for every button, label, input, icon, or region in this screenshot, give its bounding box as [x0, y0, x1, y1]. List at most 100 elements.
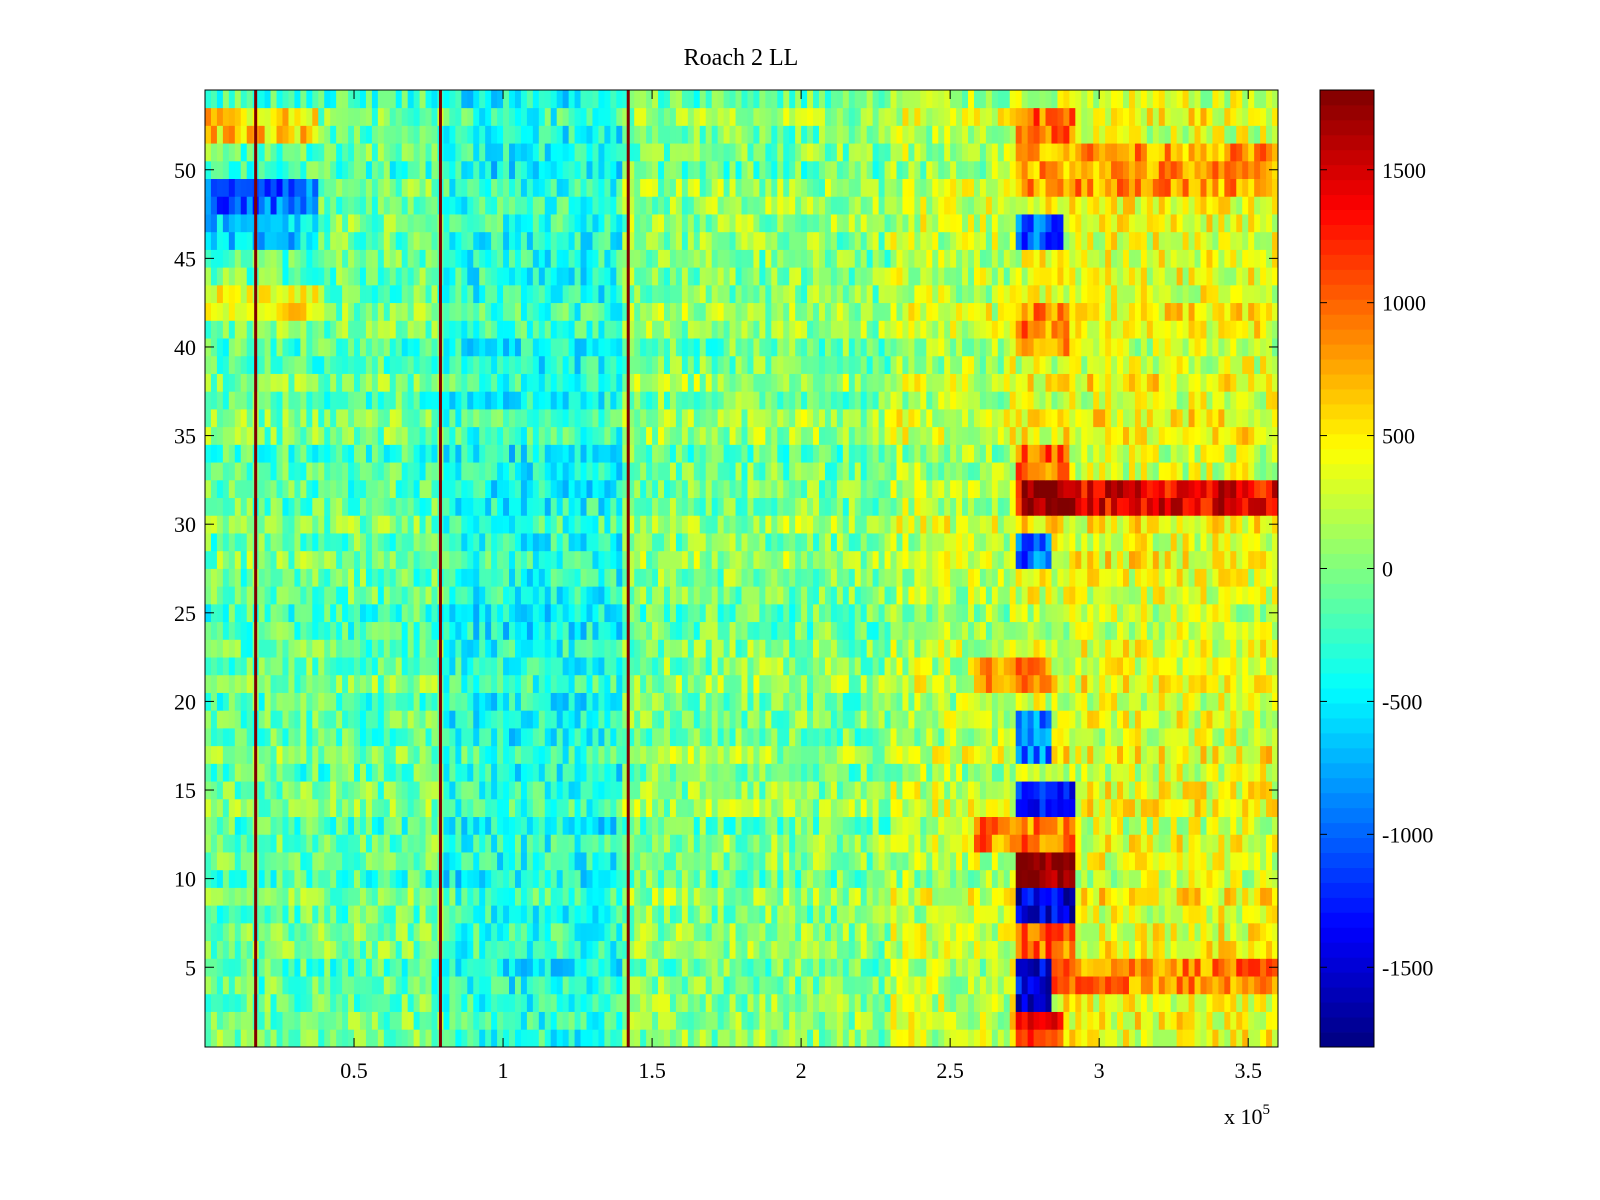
heatmap-cell: [950, 816, 957, 835]
heatmap-cell: [514, 852, 522, 871]
heatmap-cell: [1033, 745, 1040, 764]
heatmap-cell: [401, 657, 409, 676]
heatmap-cell: [461, 674, 468, 693]
heatmap-cell: [634, 869, 641, 888]
heatmap-cell: [646, 621, 653, 640]
heatmap-cell: [658, 621, 665, 640]
heatmap-cell: [354, 603, 361, 623]
heatmap-cell: [795, 976, 802, 995]
heatmap-cell: [1236, 728, 1243, 747]
heatmap-cell: [681, 763, 689, 782]
heatmap-cell: [216, 781, 224, 800]
heatmap-cell: [580, 568, 587, 587]
heatmap-cell: [1051, 852, 1058, 871]
heatmap-cell: [1188, 1029, 1195, 1048]
heatmap-cell: [473, 922, 480, 942]
heatmap-cell: [318, 674, 325, 693]
heatmap-cell: [550, 922, 558, 942]
heatmap-cell: [801, 674, 808, 693]
heatmap-cell: [890, 1011, 897, 1030]
heatmap-cell: [1063, 922, 1070, 942]
heatmap-cell: [1206, 905, 1213, 924]
heatmap-cell: [365, 728, 373, 747]
heatmap-cell: [473, 550, 480, 569]
heatmap-cell: [318, 763, 325, 782]
heatmap-cell: [1182, 940, 1189, 959]
heatmap-cell: [556, 674, 564, 693]
heatmap-cell: [509, 639, 516, 658]
heatmap-cell: [604, 728, 611, 747]
heatmap-cell: [759, 657, 766, 676]
heatmap-cell: [330, 639, 337, 658]
heatmap-cell: [1152, 728, 1160, 747]
heatmap-cell: [950, 993, 957, 1012]
heatmap-cell: [1206, 887, 1213, 906]
heatmap-cell: [604, 993, 611, 1012]
heatmap-cell: [681, 657, 689, 676]
heatmap-cell: [568, 940, 575, 959]
heatmap-cell: [1260, 781, 1267, 800]
heatmap-cell: [634, 763, 641, 782]
heatmap-cell: [1128, 1029, 1136, 1048]
heatmap-cell: [431, 976, 438, 995]
heatmap-cell: [646, 798, 653, 818]
heatmap-cell: [938, 976, 945, 995]
heatmap-cell: [920, 763, 927, 782]
heatmap-cell: [604, 976, 611, 995]
heatmap-cell: [962, 586, 969, 605]
heatmap-cell: [449, 710, 456, 729]
heatmap-cell: [789, 940, 796, 959]
heatmap-cell: [1254, 763, 1261, 782]
heatmap-cell: [884, 674, 891, 693]
heatmap-cell: [950, 1011, 957, 1030]
heatmap-cell: [282, 958, 289, 977]
heatmap-cell: [497, 940, 504, 959]
heatmap-cell: [276, 781, 283, 800]
heatmap-cell: [413, 657, 420, 676]
heatmap-cell: [592, 798, 599, 818]
heatmap-cell: [753, 852, 760, 871]
heatmap-cell: [586, 550, 593, 569]
heatmap-cell: [1039, 976, 1046, 995]
heatmap-cell: [312, 586, 319, 605]
heatmap-cell: [562, 639, 570, 658]
heatmap-cell: [735, 852, 742, 871]
heatmap-cell: [664, 745, 671, 764]
heatmap-cell: [234, 816, 242, 835]
heatmap-cell: [741, 816, 748, 835]
heatmap-cell: [270, 798, 277, 818]
heatmap-cell: [759, 834, 766, 853]
heatmap-cell: [491, 692, 498, 711]
heatmap-cell: [509, 869, 516, 888]
heatmap-cell: [455, 905, 462, 924]
heatmap-cell: [312, 1029, 319, 1048]
heatmap-cell: [532, 993, 540, 1012]
heatmap-cell: [985, 940, 993, 959]
heatmap-cell: [216, 586, 224, 605]
heatmap-cell: [592, 728, 599, 747]
heatmap-cell: [735, 728, 742, 747]
heatmap-cell: [359, 621, 367, 640]
heatmap-cell: [270, 710, 277, 729]
heatmap-cell: [926, 745, 933, 764]
heatmap-cell: [860, 639, 868, 658]
heatmap-cell: [550, 586, 558, 605]
heatmap-cell: [991, 940, 999, 959]
heatmap-cell: [431, 781, 438, 800]
heatmap-cell: [1063, 940, 1070, 959]
heatmap-cell: [1081, 728, 1088, 747]
heatmap-cell: [681, 869, 689, 888]
heatmap-cell: [574, 976, 581, 995]
heatmap-cell: [228, 940, 236, 959]
heatmap-cell: [1200, 958, 1207, 977]
heatmap-cell: [514, 692, 522, 711]
heatmap-cell: [956, 958, 963, 977]
heatmap-cell: [926, 940, 933, 959]
heatmap-cell: [550, 568, 558, 587]
heatmap-cell: [395, 745, 403, 764]
heatmap-cell: [479, 958, 486, 977]
heatmap-cell: [377, 692, 385, 711]
heatmap-cell: [1182, 692, 1189, 711]
heatmap-cell: [216, 639, 224, 658]
heatmap-cell: [425, 692, 432, 711]
